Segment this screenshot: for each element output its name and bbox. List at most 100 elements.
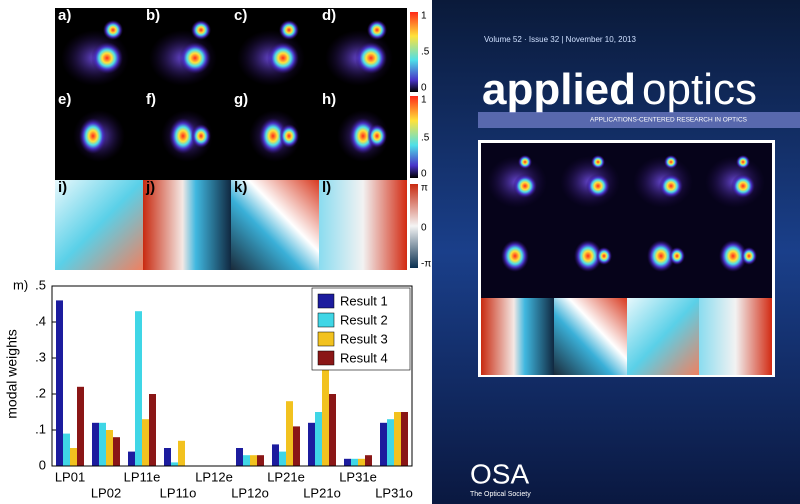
x-tick-label: LP01 [55,469,85,484]
panel-label: b) [146,7,160,24]
blob [355,42,387,74]
blob [741,247,757,265]
cover-publisher-name: The Optical Society [470,491,531,498]
blob [736,155,750,169]
bar-chart: modal weights 0.1.2.3.4.5LP01LP02LP11eLP… [4,277,413,500]
cbar-tick: π [421,183,428,194]
panel-label: j) [145,179,155,196]
blob [191,20,211,40]
panel-label: m) [13,277,28,292]
cbar-tick: .5 [421,47,430,58]
cbar-tick: 0 [421,83,427,94]
cover-publisher: OSA [470,458,529,489]
bar [56,300,63,466]
x-tick-label: LP12o [231,485,269,500]
panel-label: f) [146,91,156,108]
panel-label: i) [58,179,67,196]
journal-cover: Volume 52 · Issue 32 | November 10, 2013… [432,0,800,504]
bar [315,412,322,466]
panel-label: e) [58,91,71,108]
cover-issue: Volume 52 · Issue 32 | November 10, 2013 [484,35,636,44]
cbar-tick: 0 [421,223,427,234]
bar [99,423,106,466]
cbar-tick: .5 [421,133,430,144]
y-tick-label: 0 [39,457,46,472]
x-tick-label: LP02 [91,485,121,500]
y-tick-label: .1 [35,421,46,436]
bar [351,459,358,466]
bar [106,430,113,466]
cover-tagline: APPLICATIONS-CENTERED RESEARCH IN OPTICS [590,117,748,124]
cbar-tick: -π [421,259,431,270]
legend-swatch [318,313,334,327]
x-tick-label: LP31e [339,469,377,484]
blob [279,20,299,40]
cover-title-light: optics [642,65,757,114]
bar [257,455,264,466]
panel-label: l) [322,179,331,196]
cbar-tick: 0 [421,169,427,180]
cbar-tick: 1 [421,95,427,106]
blob [518,155,532,169]
blob [664,155,678,169]
blob [279,124,299,148]
blob [367,124,387,148]
y-tick-label: .5 [35,277,46,292]
blob [367,20,387,40]
blob [513,174,537,198]
x-tick-label: LP11o [160,485,197,500]
x-tick-label: LP12e [195,469,233,484]
bar [358,459,365,466]
x-tick-label: LP21e [267,469,305,484]
bar [293,426,300,466]
legend-label: Result 3 [340,331,388,346]
y-tick-label: .2 [35,385,46,400]
colorbar-labels: 1 .5 0 1 .5 0 π 0 -π [421,11,431,270]
blob [591,155,605,169]
bar [322,362,329,466]
panel-label: h) [322,91,336,108]
blob [79,118,107,154]
bar [178,441,185,466]
bar [308,423,315,466]
bar [164,448,171,466]
bar [401,412,408,466]
panel-label: g) [234,91,248,108]
cbar-tick: 1 [421,11,427,22]
panel-label: d) [322,7,336,24]
bar [272,444,279,466]
legend-label: Result 1 [340,293,388,308]
bar [70,448,77,466]
bar [286,401,293,466]
panel-label: a) [58,7,71,24]
bar [63,434,70,466]
bar [380,423,387,466]
bar [135,311,142,466]
blob [179,42,211,74]
bar [344,459,351,466]
bar [236,448,243,466]
blob [191,124,211,148]
x-tick-label: LP31o [375,485,413,500]
blob [91,42,123,74]
y-axis-label: modal weights [4,329,20,419]
blob [501,240,529,272]
intensity-panels [55,8,418,270]
y-tick-label: .4 [35,313,46,328]
legend-label: Result 4 [340,350,388,365]
cover-title-bold: applied [482,65,636,114]
bar [92,423,99,466]
bar [394,412,401,466]
legend-label: Result 2 [340,312,388,327]
legend-swatch [318,294,334,308]
y-tick-label: .3 [35,349,46,364]
bar [250,455,257,466]
x-tick-label: LP21o [303,485,341,500]
bar [279,452,286,466]
bar [243,455,250,466]
blob [669,247,685,265]
blob [267,42,299,74]
figure: 1 .5 0 1 .5 0 π 0 -π a)b)c)d)e)f)g)h)i)j… [0,0,800,504]
bar [329,394,336,466]
